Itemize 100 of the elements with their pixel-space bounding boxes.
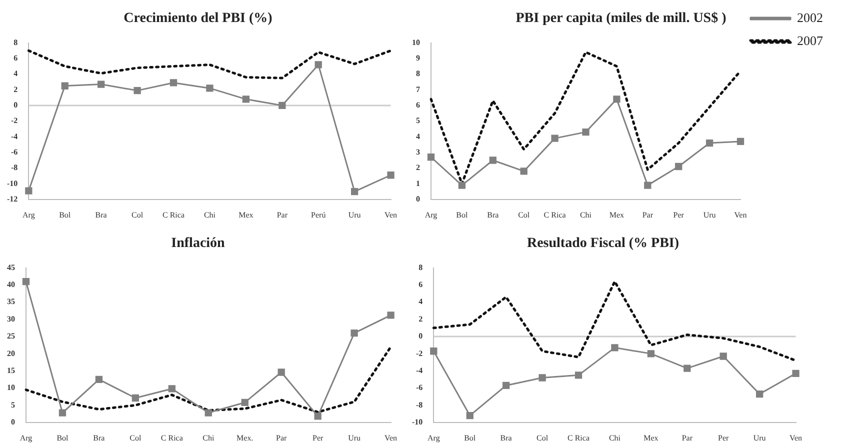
y-tick-label: 3 (416, 147, 420, 156)
x-tick-label: Bol (456, 210, 469, 220)
y-tick-label: 2 (14, 84, 18, 94)
point (644, 182, 652, 189)
x-tick-label: Bol (59, 210, 72, 220)
x-tick-label: Ven (734, 210, 747, 220)
x-tick-label: Chi (202, 433, 215, 442)
chart-title: Resultado Fiscal (% PBI) (526, 236, 680, 252)
y-tick-label: 5 (11, 400, 15, 410)
point (25, 187, 32, 194)
x-tick-label: Per (718, 433, 730, 442)
point (458, 182, 466, 189)
point (574, 372, 582, 379)
y-tick-label: -6 (10, 147, 18, 156)
y-tick-label: -2 (416, 348, 423, 358)
x-tick-label: Arg (20, 433, 32, 442)
y-tick-label: 30 (7, 314, 15, 324)
x-tick-label: Ven (384, 433, 398, 442)
y-tick-label: 0 (14, 100, 18, 110)
y-tick-label: 4 (416, 132, 420, 141)
point (582, 128, 590, 136)
point (502, 382, 510, 390)
y-tick-label: 25 (7, 332, 15, 341)
x-tick-label: Uru (348, 210, 361, 220)
x-tick-label: Bol (464, 433, 476, 442)
y-tick-label: 4 (14, 69, 18, 78)
y-tick-label: 45 (7, 262, 15, 272)
x-tick-label: C Rica (568, 433, 590, 442)
y-tick-label: -12 (6, 194, 18, 204)
point (350, 188, 358, 196)
y-tick-label: -10 (412, 417, 423, 426)
x-tick-label: Par (276, 210, 288, 220)
x-tick-label: Arg (428, 433, 440, 442)
point (684, 364, 691, 372)
y-tick-label: 1 (416, 178, 420, 188)
x-tick-label: Bra (95, 210, 108, 220)
y-tick-label: 4 (418, 297, 423, 306)
y-tick-label: 7 (416, 84, 420, 94)
x-tick-label: Bra (487, 210, 500, 220)
x-tick-label: Bol (56, 433, 70, 442)
point (170, 79, 178, 86)
line-series (432, 280, 798, 362)
x-tick-label: Mex (644, 433, 658, 442)
x-tick-label: Col (518, 210, 530, 220)
legend-label: 2007 (797, 32, 824, 48)
point (314, 61, 322, 68)
y-tick-label: 20 (7, 348, 15, 358)
point (168, 385, 176, 392)
y-tick-label: 10 (412, 38, 420, 47)
y-tick-label: -4 (10, 132, 18, 141)
y-tick-label: 2 (416, 163, 420, 172)
x-tick-label: Col (130, 433, 142, 442)
point (720, 352, 727, 360)
point (132, 394, 140, 402)
x-tick-label: Chi (608, 433, 622, 442)
legend-label: 2002 (797, 10, 823, 25)
y-tick-label: 9 (416, 54, 420, 63)
point (792, 370, 800, 378)
y-tick-label: 35 (7, 297, 15, 306)
y-tick-label: -10 (6, 178, 18, 188)
x-tick-label: Col (132, 210, 144, 220)
point (204, 409, 212, 416)
y-tick-label: 6 (14, 54, 18, 63)
point (551, 134, 558, 142)
x-tick-label: Per (673, 210, 684, 220)
x-tick-label: Ven (790, 433, 802, 442)
x-tick-label: Mex (238, 210, 254, 220)
y-tick-label: 10 (7, 383, 15, 392)
x-tick-label: Par (642, 210, 654, 220)
x-tick-label: Par (276, 433, 288, 442)
x-tick-label: C Rica (544, 210, 566, 220)
point (58, 409, 66, 416)
y-tick-label: 8 (418, 262, 423, 272)
x-tick-label: Arg (424, 210, 438, 220)
x-tick-label: C Rica (160, 433, 184, 442)
point (538, 374, 546, 382)
y-tick-label: -4 (416, 366, 423, 375)
x-tick-label: C Rica (162, 210, 185, 220)
x-tick-label: Mex (609, 210, 624, 220)
x-tick-label: Arg (22, 210, 35, 220)
x-tick-label: Par (682, 433, 693, 442)
y-tick-label: 6 (416, 100, 420, 110)
point (611, 344, 618, 352)
line-series (27, 49, 392, 80)
point (647, 350, 655, 358)
x-tick-label: Bra (500, 433, 512, 442)
x-tick-label: Uru (703, 210, 716, 220)
point (350, 329, 358, 337)
point (61, 82, 68, 90)
x-tick-label: Per (312, 433, 324, 442)
y-tick-label: 5 (416, 116, 420, 126)
y-tick-label: 6 (418, 280, 423, 290)
point (278, 102, 286, 110)
x-tick-label: Uru (348, 433, 361, 442)
y-tick-label: -8 (416, 400, 423, 410)
y-tick-label: -6 (416, 383, 423, 392)
y-tick-label: 0 (416, 194, 420, 204)
y-tick-label: 0 (11, 417, 15, 426)
point (520, 168, 528, 175)
point (241, 398, 248, 406)
